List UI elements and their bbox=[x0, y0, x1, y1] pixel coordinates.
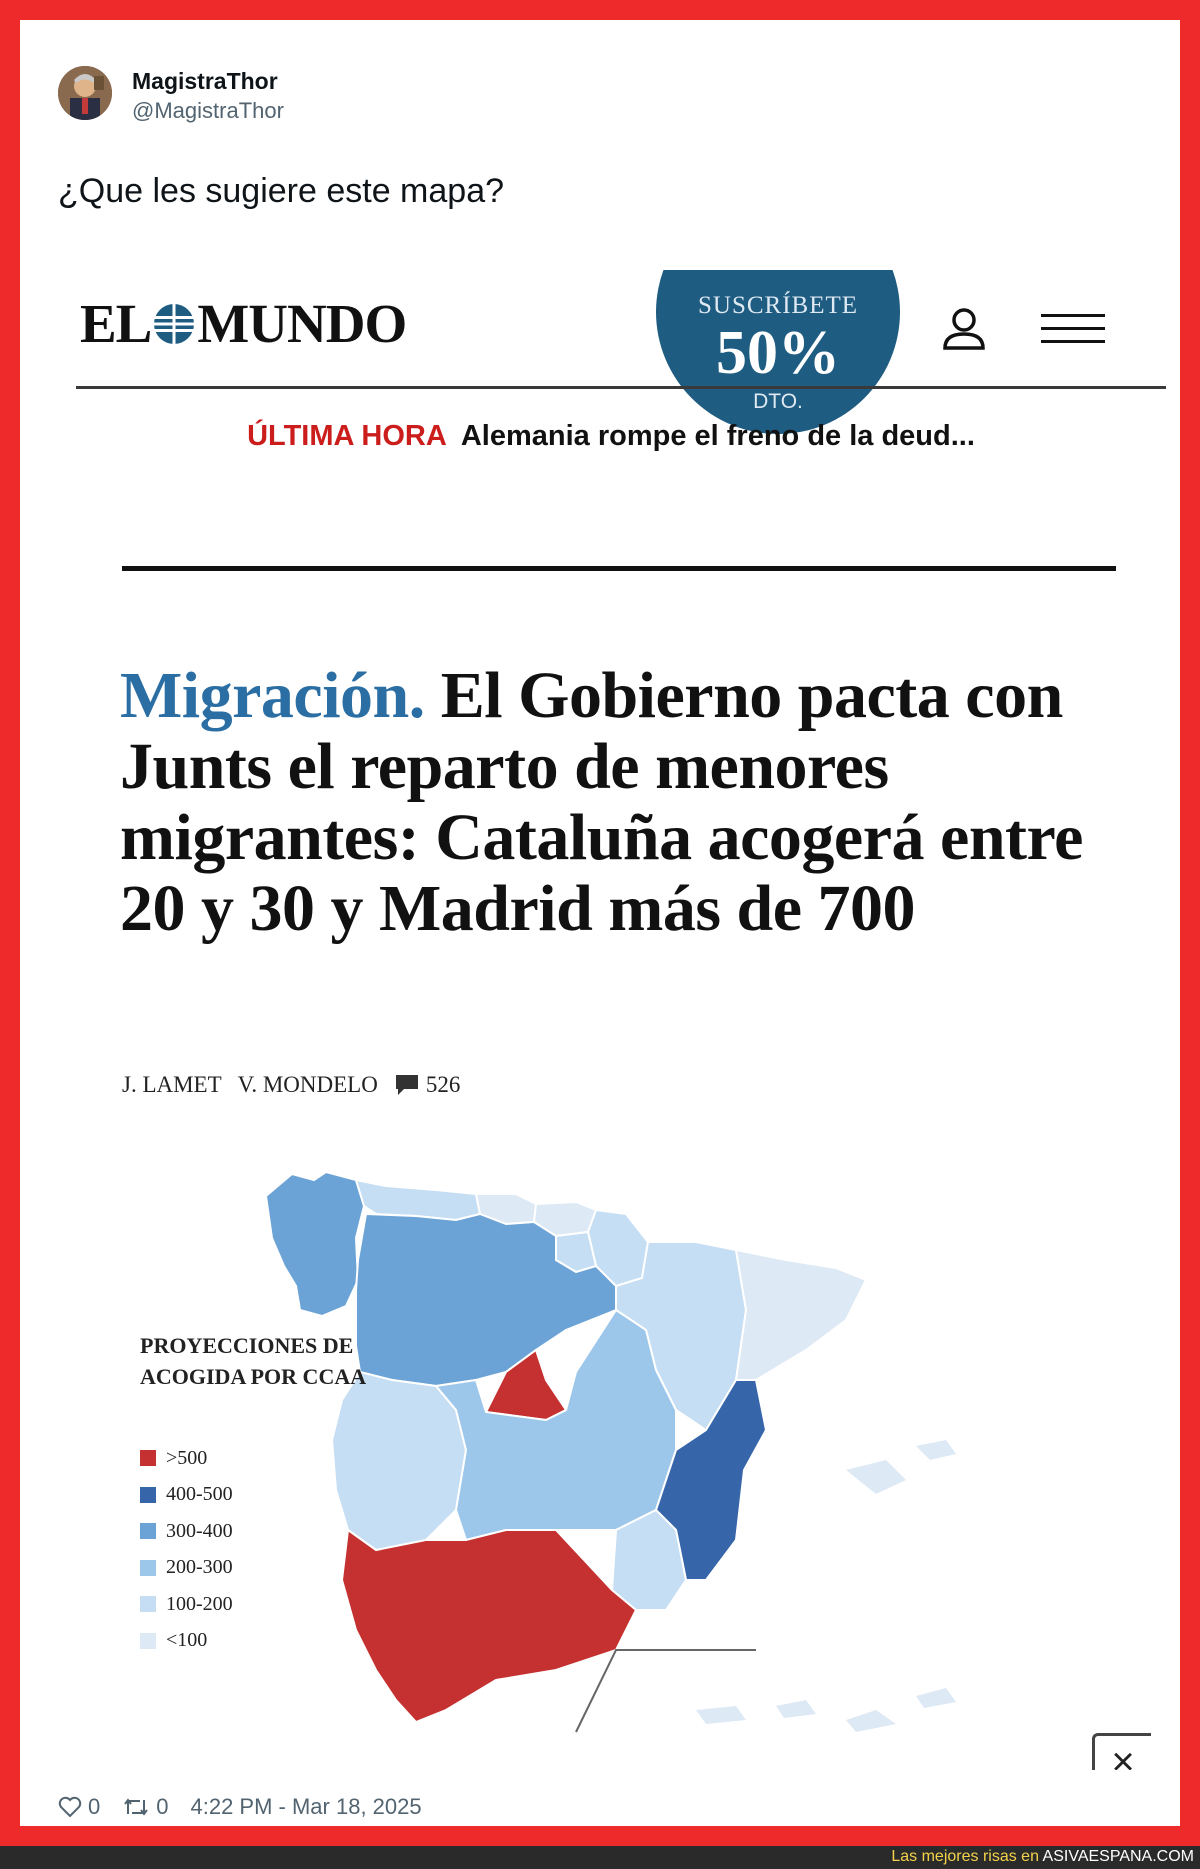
region-canarias bbox=[696, 1688, 956, 1732]
region-galicia bbox=[264, 1170, 366, 1318]
subscribe-percent: 50% bbox=[716, 319, 840, 387]
legend-item: 300-400 bbox=[140, 1513, 233, 1550]
legend-label: 100-200 bbox=[166, 1592, 233, 1615]
canarias-inset-line bbox=[575, 1649, 756, 1733]
region-castilla-la-mancha bbox=[434, 1308, 677, 1542]
region-cataluna bbox=[734, 1248, 868, 1381]
attached-screenshot[interactable]: EL MUNDO SUSCRÍBETE 50% DTO. ÚLTIMA HOR bbox=[56, 270, 1166, 1770]
author-name[interactable]: MagistraThor bbox=[132, 68, 278, 94]
legend-swatch bbox=[140, 1559, 156, 1576]
legend-label: 300-400 bbox=[166, 1519, 233, 1542]
legend-item: <100 bbox=[140, 1623, 233, 1660]
legend-label: 200-300 bbox=[166, 1556, 233, 1579]
breaking-text[interactable]: Alemania rompe el freno de la deud... bbox=[460, 420, 975, 452]
headline-text: El Gobierno pacta con Junts el reparto d… bbox=[120, 659, 1083, 945]
author-1[interactable]: J. LAMET bbox=[122, 1072, 222, 1097]
region-baleares-2 bbox=[916, 1440, 956, 1460]
region-andalucia bbox=[340, 1528, 638, 1724]
menu-icon[interactable] bbox=[1041, 312, 1105, 346]
section-rule bbox=[122, 566, 1116, 571]
like-button[interactable]: 0 bbox=[58, 1794, 100, 1820]
breaking-news-bar[interactable]: ÚLTIMA HORA Alemania rompe el freno de la… bbox=[56, 420, 1166, 453]
footer-prefix: Las mejores risas en bbox=[891, 1848, 1039, 1865]
heart-icon bbox=[58, 1796, 82, 1818]
logo-text-left: EL bbox=[80, 293, 152, 354]
comment-icon[interactable] bbox=[394, 1073, 420, 1097]
author-handle[interactable]: @MagistraThor bbox=[132, 98, 284, 123]
region-valencia bbox=[654, 1379, 768, 1581]
spain-map bbox=[264, 1170, 956, 1733]
breaking-tag: ÚLTIMA HORA bbox=[247, 420, 447, 452]
comment-count[interactable]: 526 bbox=[425, 1072, 461, 1097]
subscribe-label: SUSCRÍBETE bbox=[697, 292, 859, 319]
legend-item: 400-500 bbox=[140, 1477, 233, 1514]
headline-kicker: Migración. bbox=[120, 659, 425, 732]
map-legend: >500 400-500 300-400 200-300 100-200 <10… bbox=[140, 1440, 233, 1659]
region-baleares bbox=[846, 1460, 906, 1494]
retweet-icon bbox=[124, 1798, 149, 1816]
legend-label: >500 bbox=[166, 1446, 208, 1469]
legend-label: <100 bbox=[166, 1629, 208, 1652]
byline: J. LAMET V. MONDELO 526 bbox=[122, 1072, 476, 1098]
globe-icon bbox=[154, 303, 195, 344]
footer-site: ASIVAESPANA.COM bbox=[1042, 1848, 1194, 1865]
header-divider bbox=[76, 386, 1166, 389]
avatar[interactable] bbox=[58, 66, 112, 120]
headline[interactable]: Migración. El Gobierno pacta con Junts e… bbox=[120, 660, 1120, 944]
retweet-count: 0 bbox=[156, 1794, 169, 1819]
subscribe-suffix: DTO. bbox=[753, 390, 803, 413]
tweet-text: ¿Que les sugiere este mapa? bbox=[58, 172, 505, 210]
legend-item: >500 bbox=[140, 1440, 233, 1477]
legend-swatch bbox=[140, 1596, 156, 1613]
legend-swatch bbox=[140, 1450, 156, 1467]
el-mundo-logo: EL MUNDO bbox=[80, 292, 407, 355]
legend-swatch bbox=[140, 1523, 156, 1540]
legend-label: 400-500 bbox=[166, 1483, 233, 1506]
legend-swatch bbox=[140, 1632, 156, 1649]
retweet-button[interactable]: 0 bbox=[122, 1794, 169, 1820]
site-footer: Las mejores risas en ASIVAESPANA.COM bbox=[0, 1846, 1200, 1869]
logo-text-right: MUNDO bbox=[197, 293, 407, 354]
tweet-card: MagistraThor @MagistraThor ¿Que les sugi… bbox=[20, 20, 1180, 1826]
user-icon[interactable] bbox=[941, 306, 987, 352]
legend-swatch bbox=[140, 1486, 156, 1503]
legend-item: 100-200 bbox=[140, 1586, 233, 1623]
tweet-metrics: 0 0 4:22 PM - Mar 18, 2025 bbox=[58, 1794, 444, 1820]
footer-text[interactable]: Las mejores risas en ASIVAESPANA.COM bbox=[891, 1848, 1194, 1866]
close-button[interactable]: × bbox=[1092, 1733, 1151, 1770]
tweet-timestamp[interactable]: 4:22 PM - Mar 18, 2025 bbox=[190, 1794, 422, 1819]
like-count: 0 bbox=[88, 1794, 101, 1819]
legend-item: 200-300 bbox=[140, 1550, 233, 1587]
legend-title: PROYECCIONES DE ACOGIDA POR CCAA bbox=[140, 1333, 367, 1389]
author-2[interactable]: V. MONDELO bbox=[237, 1072, 378, 1097]
